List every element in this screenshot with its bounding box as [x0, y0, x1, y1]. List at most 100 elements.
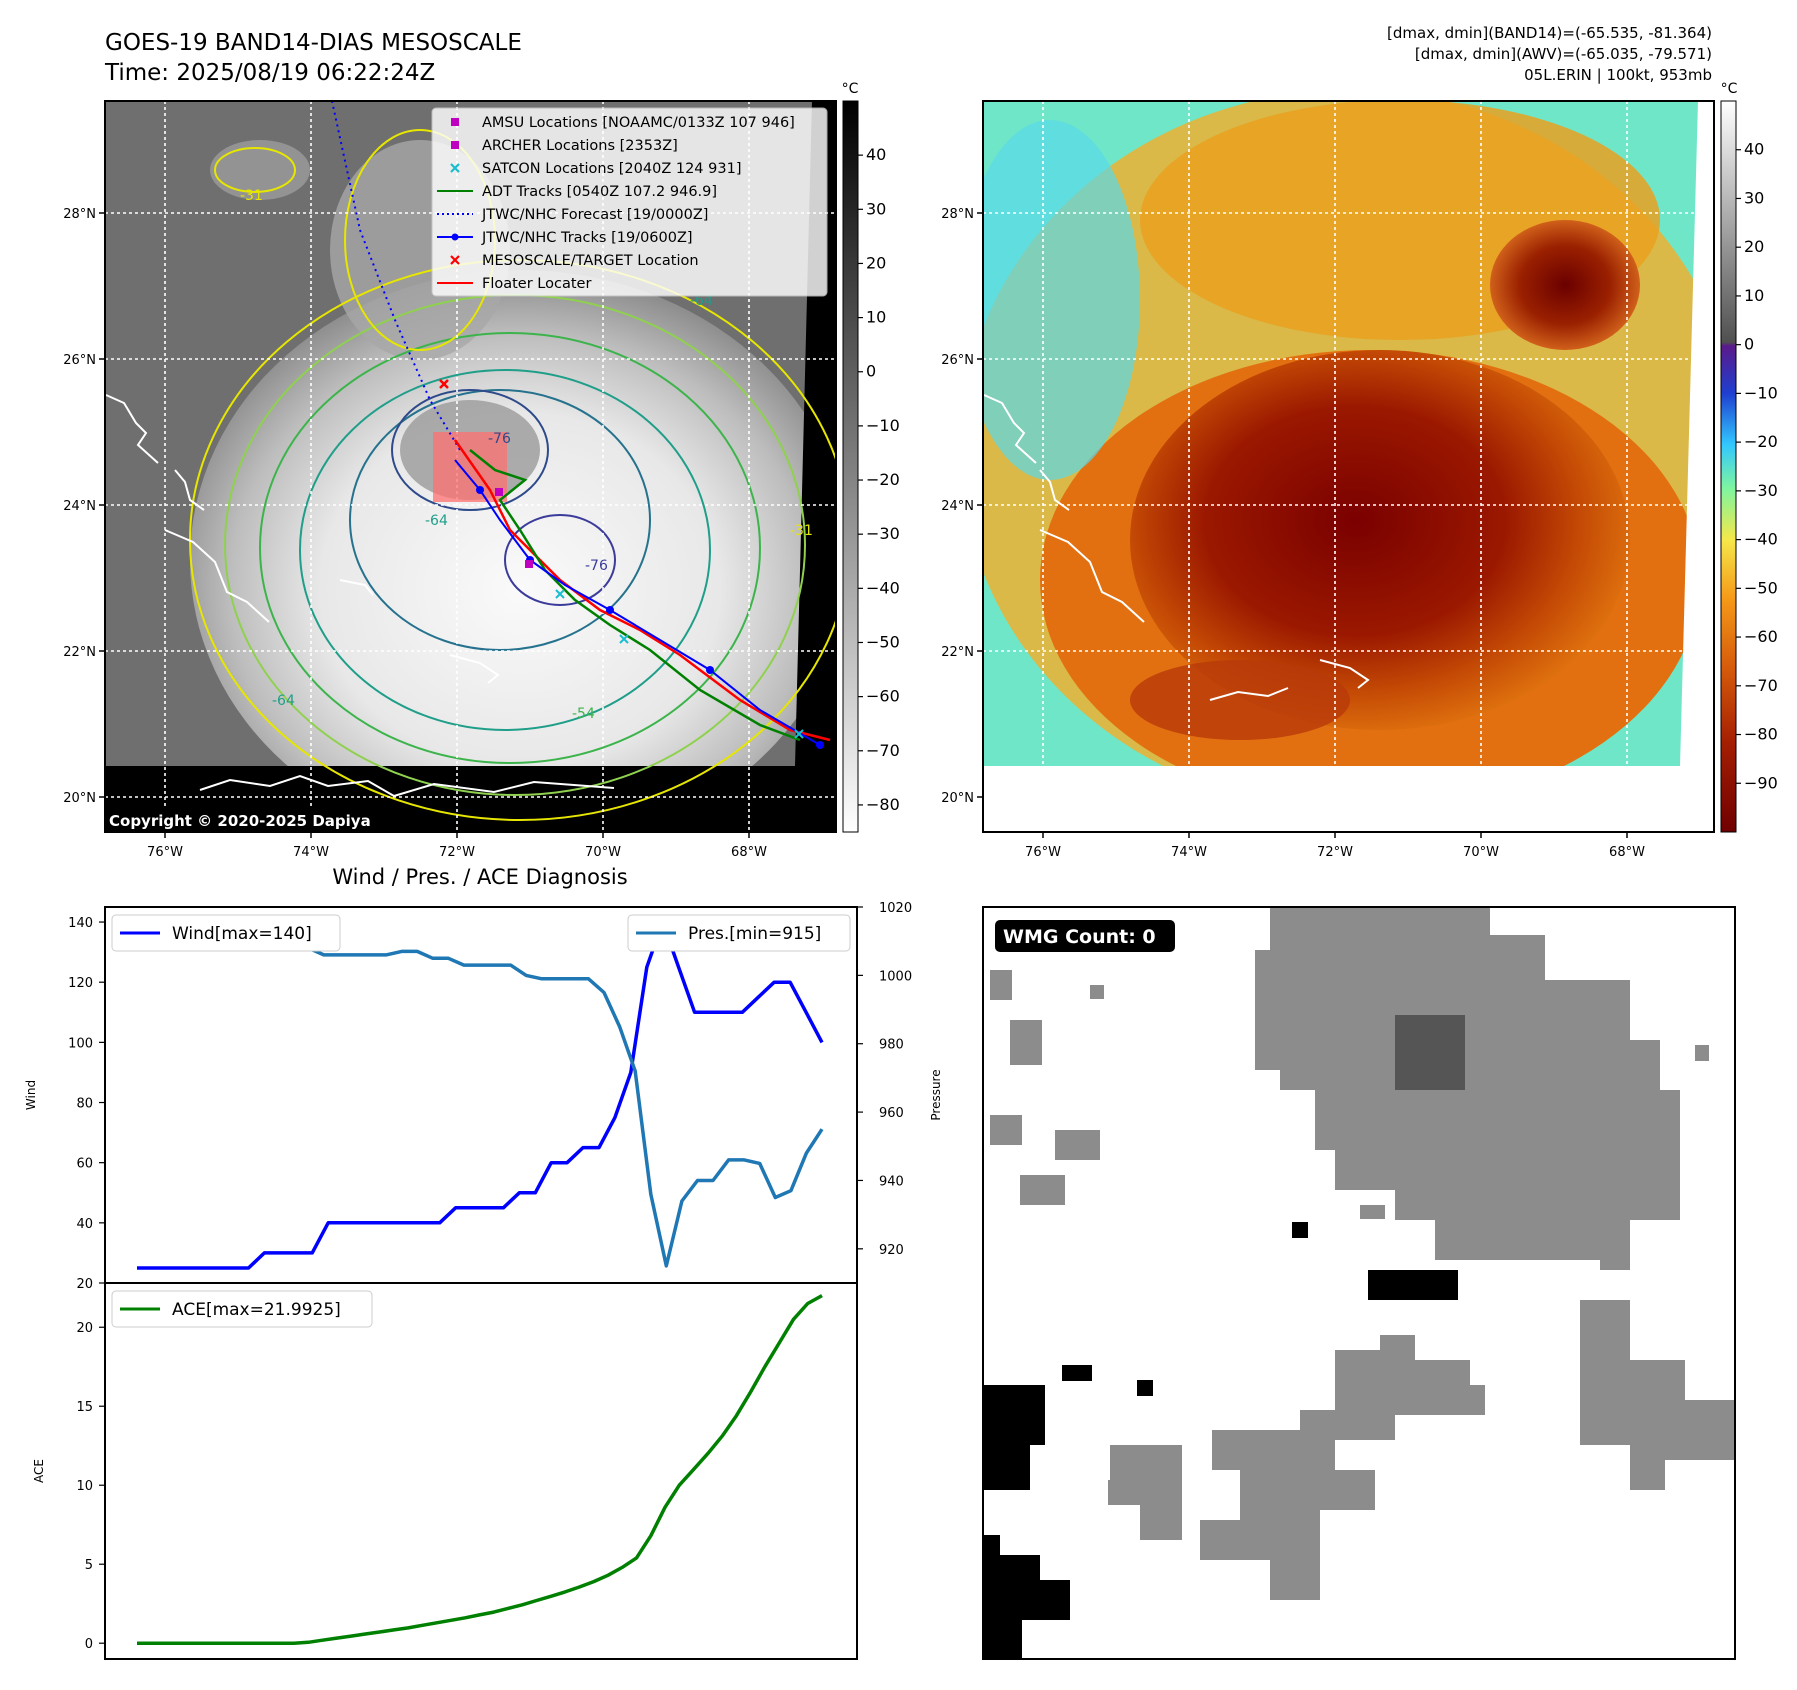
mesoscale-target-box — [433, 432, 507, 502]
wv-southwest-band — [1130, 660, 1350, 740]
legend-square-marker — [451, 141, 459, 149]
ir-contour-label: -64 — [272, 693, 295, 709]
ir-lon-tick-label: 70°W — [585, 845, 621, 860]
colorbar-tick-label: −10 — [866, 416, 900, 435]
wv-lon-ticks: 76°W 74°W 72°W 70°W 68°W — [1025, 832, 1645, 860]
wv-cbar-ticks: 40 30 20 10 0 −10 −20 −30 −40 −50 −60 −70 −80 −90 — [1736, 140, 1778, 792]
colorbar-tick-label: −50 — [866, 632, 900, 651]
ir-legend-label: ARCHER Locations [2353Z] — [482, 138, 678, 154]
ace-frame — [104, 1282, 858, 1660]
pres-ticks: 920 940 960 980 1000 1020 — [857, 901, 912, 1258]
series-line — [137, 922, 824, 1268]
ir-cbar-ticks: 40 30 20 10 0 −10 −20 −30 −40 −50 −60 −70 −80 — [858, 145, 900, 814]
ir-panel: -31 -64 -76 -64 -76 -54 -64 -31 Copyrigh… — [63, 81, 900, 860]
wv-lon-tick-label: 70°W — [1463, 845, 1499, 860]
diagnosis-title: Wind / Pres. / ACE Diagnosis — [332, 865, 627, 889]
ir-legend-item: JTWC/NHC Tracks [19/0600Z] — [437, 230, 693, 246]
wmg-gray-cell — [990, 970, 1012, 1000]
ir-lon-tick-label: 72°W — [439, 845, 475, 860]
wmg-gray-cell — [1055, 1130, 1100, 1160]
ir-legend-item: ADT Tracks [0540Z 107.2 946.9] — [437, 184, 717, 200]
wmg-gray-region-west — [1108, 1445, 1182, 1540]
wind-ticks: 20 40 60 80 100 120 140 — [68, 916, 105, 1292]
colorbar-tick-label: −60 — [1744, 627, 1778, 646]
wv-frame — [982, 100, 1715, 833]
wv-lon-tick-label: 76°W — [1025, 845, 1061, 860]
wv-lon-tick-label: 68°W — [1609, 845, 1645, 860]
wmg-gray-cell — [1010, 1020, 1042, 1065]
satcon-markers — [555, 589, 804, 739]
ir-lon-tick-label: 74°W — [293, 845, 329, 860]
colorbar-tick-label: −70 — [866, 741, 900, 760]
y-tick-label: 1000 — [879, 969, 912, 984]
y-tick-label: 1020 — [879, 901, 912, 916]
ir-legend-label: AMSU Locations [NOAAMC/0133Z 107 946] — [482, 115, 795, 131]
y-tick-label: 100 — [68, 1036, 93, 1051]
wmg-black-cell — [1368, 1270, 1458, 1300]
pressure-legend: Pres.[min=915] — [627, 914, 851, 952]
ir-colorbar-unit: °C — [842, 81, 859, 97]
colorbar-tick-label: −30 — [1744, 481, 1778, 500]
colorbar-tick-label: 10 — [1744, 286, 1764, 305]
wv-dry-west — [983, 120, 1140, 480]
colorbar-tick-label: 40 — [1744, 140, 1764, 159]
ir-legend-box — [431, 107, 828, 297]
wv-lat-tick-label: 28°N — [941, 207, 974, 222]
ir-legend-label: ADT Tracks [0540Z 107.2 946.9] — [482, 184, 717, 200]
wind-legend-label: Wind[max=140] — [172, 924, 312, 944]
colorbar-tick-label: −40 — [1744, 530, 1778, 549]
ir-legend-items: AMSU Locations [NOAAMC/0133Z 107 946] ARC… — [437, 115, 795, 292]
ir-frame — [104, 100, 837, 833]
wmg-gray-region-east — [1580, 1300, 1735, 1490]
y-tick-label: 15 — [76, 1400, 93, 1415]
wmg-panel: WMG Count: 0 — [982, 906, 1736, 1660]
wv-colorbar-unit: °C — [1721, 81, 1738, 97]
ir-contour-label: -64 — [425, 513, 448, 529]
ir-contour-label: -31 — [240, 188, 263, 204]
wv-gridlines — [983, 101, 1714, 832]
ace-ticks: 0 5 10 15 20 — [76, 1321, 105, 1652]
ir-coastlines — [105, 394, 615, 798]
wv-colorbar-bar — [1720, 100, 1737, 833]
ir-lat-tick-label: 26°N — [63, 353, 96, 368]
ir-lat-tick-label: 22°N — [63, 645, 96, 660]
colorbar-tick-label: −80 — [866, 795, 900, 814]
y-tick-label: 10 — [76, 1479, 93, 1494]
y-tick-label: 20 — [76, 1321, 93, 1336]
wv-colorbar: °C 40 30 20 10 0 −10 −20 −30 −40 −50 −60 −70 −80 −90 — [1720, 81, 1778, 833]
wv-north-core — [1490, 220, 1640, 350]
wv-lat-ticks: 28°N 26°N 24°N 22°N 20°N — [941, 207, 983, 806]
wmg-badge-text: WMG Count: 0 — [1003, 926, 1156, 948]
y-tick-label: 980 — [879, 1038, 904, 1053]
wind-legend: Wind[max=140] — [111, 914, 341, 952]
ir-legend-item: ARCHER Locations [2353Z] — [451, 138, 678, 154]
colorbar-tick-label: −50 — [1744, 578, 1778, 597]
colorbar-tick-label: 20 — [1744, 237, 1764, 256]
ir-legend-item: JTWC/NHC Forecast [19/0000Z] — [437, 207, 708, 223]
wind-legend-box — [111, 914, 341, 952]
y-tick-label: 80 — [76, 1097, 93, 1112]
ir-legend-item: MESOSCALE/TARGET Location — [450, 253, 699, 269]
info-line-1: [dmax, dmin](BAND14)=(-65.535, -81.364) — [1387, 24, 1712, 42]
ir-lat-ticks: 28°N 26°N 24°N 22°N 20°N — [63, 207, 105, 806]
wmg-black-cell — [1062, 1365, 1092, 1381]
colorbar-tick-label: 30 — [1744, 188, 1764, 207]
wmg-badge-box — [995, 920, 1175, 952]
ir-legend: AMSU Locations [NOAAMC/0133Z 107 946] ARC… — [431, 107, 828, 297]
legend-x-marker — [450, 163, 460, 173]
legend-square-marker — [451, 118, 459, 126]
y-tick-label: 40 — [76, 1217, 93, 1232]
y-tick-label: 120 — [68, 976, 93, 991]
jtwc-forecast-track — [331, 101, 461, 451]
copyright-text: Copyright © 2020-2025 Dapiya — [109, 812, 371, 830]
y-tick-label: 920 — [879, 1243, 904, 1258]
adt-track — [469, 449, 801, 742]
colorbar-tick-label: −40 — [866, 578, 900, 597]
wmg-gray-cell — [1360, 1205, 1385, 1219]
legend-x-marker — [450, 255, 460, 265]
ir-lon-tick-label: 76°W — [147, 845, 183, 860]
amsu-markers — [495, 488, 533, 568]
ir-lon-tick-label: 68°W — [731, 845, 767, 860]
ir-legend-item: Floater Locater — [437, 276, 591, 292]
